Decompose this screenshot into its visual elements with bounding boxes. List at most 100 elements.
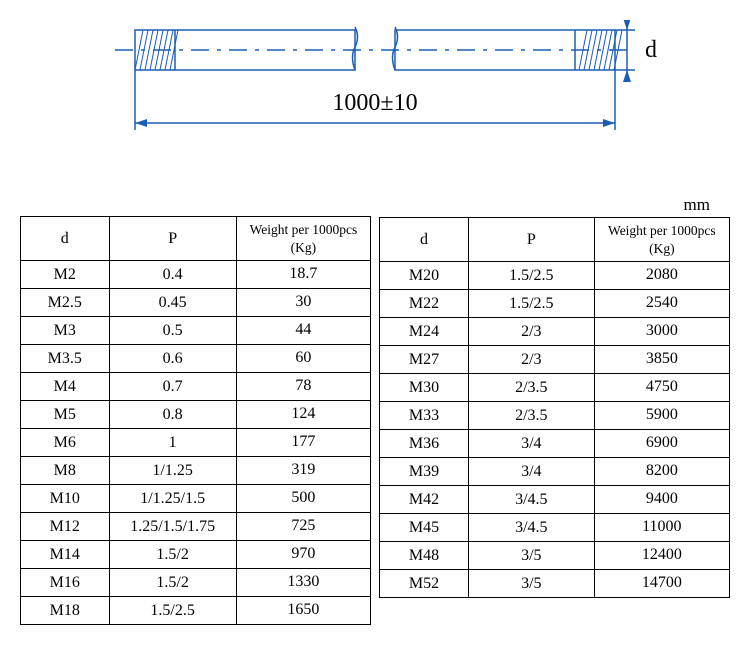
table-row: M20.418.7 [21, 261, 371, 289]
spec-table-left: d P Weight per 1000pcs(Kg) M20.418.7M2.5… [20, 216, 371, 625]
cell-w: 12400 [594, 542, 729, 570]
cell-p: 3/4.5 [468, 514, 594, 542]
cell-d: M45 [380, 514, 469, 542]
cell-p: 0.5 [109, 317, 236, 345]
technical-drawing: 1000±10 d [95, 20, 655, 170]
cell-w: 11000 [594, 514, 729, 542]
table-header-row: d P Weight per 1000pcs(Kg) [380, 218, 730, 262]
cell-w: 177 [236, 429, 370, 457]
cell-d: M2 [21, 261, 110, 289]
cell-p: 1.5/2 [109, 569, 236, 597]
cell-d: M16 [21, 569, 110, 597]
cell-w: 3000 [594, 318, 729, 346]
diameter-dimension: d [645, 37, 657, 64]
cell-w: 44 [236, 317, 370, 345]
table-row: M453/4.511000 [380, 514, 730, 542]
cell-p: 1/1.25 [109, 457, 236, 485]
cell-d: M6 [21, 429, 110, 457]
cell-w: 319 [236, 457, 370, 485]
unit-label: mm [379, 195, 730, 215]
length-dimension: 1000±10 [332, 90, 417, 117]
cell-p: 1.5/2 [109, 541, 236, 569]
table-row: M201.5/2.52080 [380, 262, 730, 290]
cell-p: 1.5/2.5 [468, 290, 594, 318]
cell-d: M22 [380, 290, 469, 318]
table-row: M302/3.54750 [380, 374, 730, 402]
cell-p: 1/1.25/1.5 [109, 485, 236, 513]
cell-p: 3/4.5 [468, 486, 594, 514]
cell-w: 5900 [594, 402, 729, 430]
table-row: M272/33850 [380, 346, 730, 374]
cell-d: M3.5 [21, 345, 110, 373]
cell-d: M8 [21, 457, 110, 485]
cell-p: 2/3.5 [468, 374, 594, 402]
cell-p: 3/5 [468, 542, 594, 570]
cell-p: 3/4 [468, 430, 594, 458]
table-row: M50.8124 [21, 401, 371, 429]
cell-w: 2540 [594, 290, 729, 318]
table-row: M221.5/2.52540 [380, 290, 730, 318]
table-row: M40.778 [21, 373, 371, 401]
cell-w: 500 [236, 485, 370, 513]
table-row: M30.544 [21, 317, 371, 345]
table-row: M141.5/2970 [21, 541, 371, 569]
cell-d: M27 [380, 346, 469, 374]
cell-p: 0.4 [109, 261, 236, 289]
cell-d: M14 [21, 541, 110, 569]
cell-w: 18.7 [236, 261, 370, 289]
table-row: M242/33000 [380, 318, 730, 346]
cell-p: 1.5/2.5 [109, 597, 236, 625]
col-header-d: d [21, 217, 110, 261]
table-row: M81/1.25319 [21, 457, 371, 485]
cell-p: 0.8 [109, 401, 236, 429]
col-header-d: d [380, 218, 469, 262]
table-row: M483/512400 [380, 542, 730, 570]
cell-d: M42 [380, 486, 469, 514]
col-header-p: P [468, 218, 594, 262]
table-row: M121.25/1.5/1.75725 [21, 513, 371, 541]
table-row: M2.50.4530 [21, 289, 371, 317]
cell-w: 14700 [594, 570, 729, 598]
cell-d: M3 [21, 317, 110, 345]
col-header-weight: Weight per 1000pcs(Kg) [236, 217, 370, 261]
table-row: M423/4.59400 [380, 486, 730, 514]
cell-d: M33 [380, 402, 469, 430]
table-row: M363/46900 [380, 430, 730, 458]
cell-p: 0.45 [109, 289, 236, 317]
table-row: M181.5/2.51650 [21, 597, 371, 625]
cell-w: 3850 [594, 346, 729, 374]
col-header-p: P [109, 217, 236, 261]
table-row: M332/3.55900 [380, 402, 730, 430]
cell-d: M2.5 [21, 289, 110, 317]
cell-d: M48 [380, 542, 469, 570]
cell-d: M12 [21, 513, 110, 541]
cell-w: 30 [236, 289, 370, 317]
cell-p: 1.5/2.5 [468, 262, 594, 290]
table-header-row: d P Weight per 1000pcs(Kg) [21, 217, 371, 261]
cell-d: M52 [380, 570, 469, 598]
cell-d: M20 [380, 262, 469, 290]
table-row: M3.50.660 [21, 345, 371, 373]
cell-w: 1330 [236, 569, 370, 597]
cell-w: 970 [236, 541, 370, 569]
table-row: M61177 [21, 429, 371, 457]
cell-d: M36 [380, 430, 469, 458]
col-header-weight: Weight per 1000pcs(Kg) [594, 218, 729, 262]
cell-w: 78 [236, 373, 370, 401]
cell-d: M4 [21, 373, 110, 401]
cell-w: 4750 [594, 374, 729, 402]
cell-d: M30 [380, 374, 469, 402]
cell-p: 2/3 [468, 346, 594, 374]
cell-p: 3/4 [468, 458, 594, 486]
cell-d: M39 [380, 458, 469, 486]
table-row: M523/514700 [380, 570, 730, 598]
cell-p: 0.6 [109, 345, 236, 373]
cell-p: 2/3 [468, 318, 594, 346]
table-row: M393/48200 [380, 458, 730, 486]
cell-p: 0.7 [109, 373, 236, 401]
cell-d: M5 [21, 401, 110, 429]
cell-d: M10 [21, 485, 110, 513]
cell-w: 725 [236, 513, 370, 541]
cell-w: 8200 [594, 458, 729, 486]
cell-d: M24 [380, 318, 469, 346]
